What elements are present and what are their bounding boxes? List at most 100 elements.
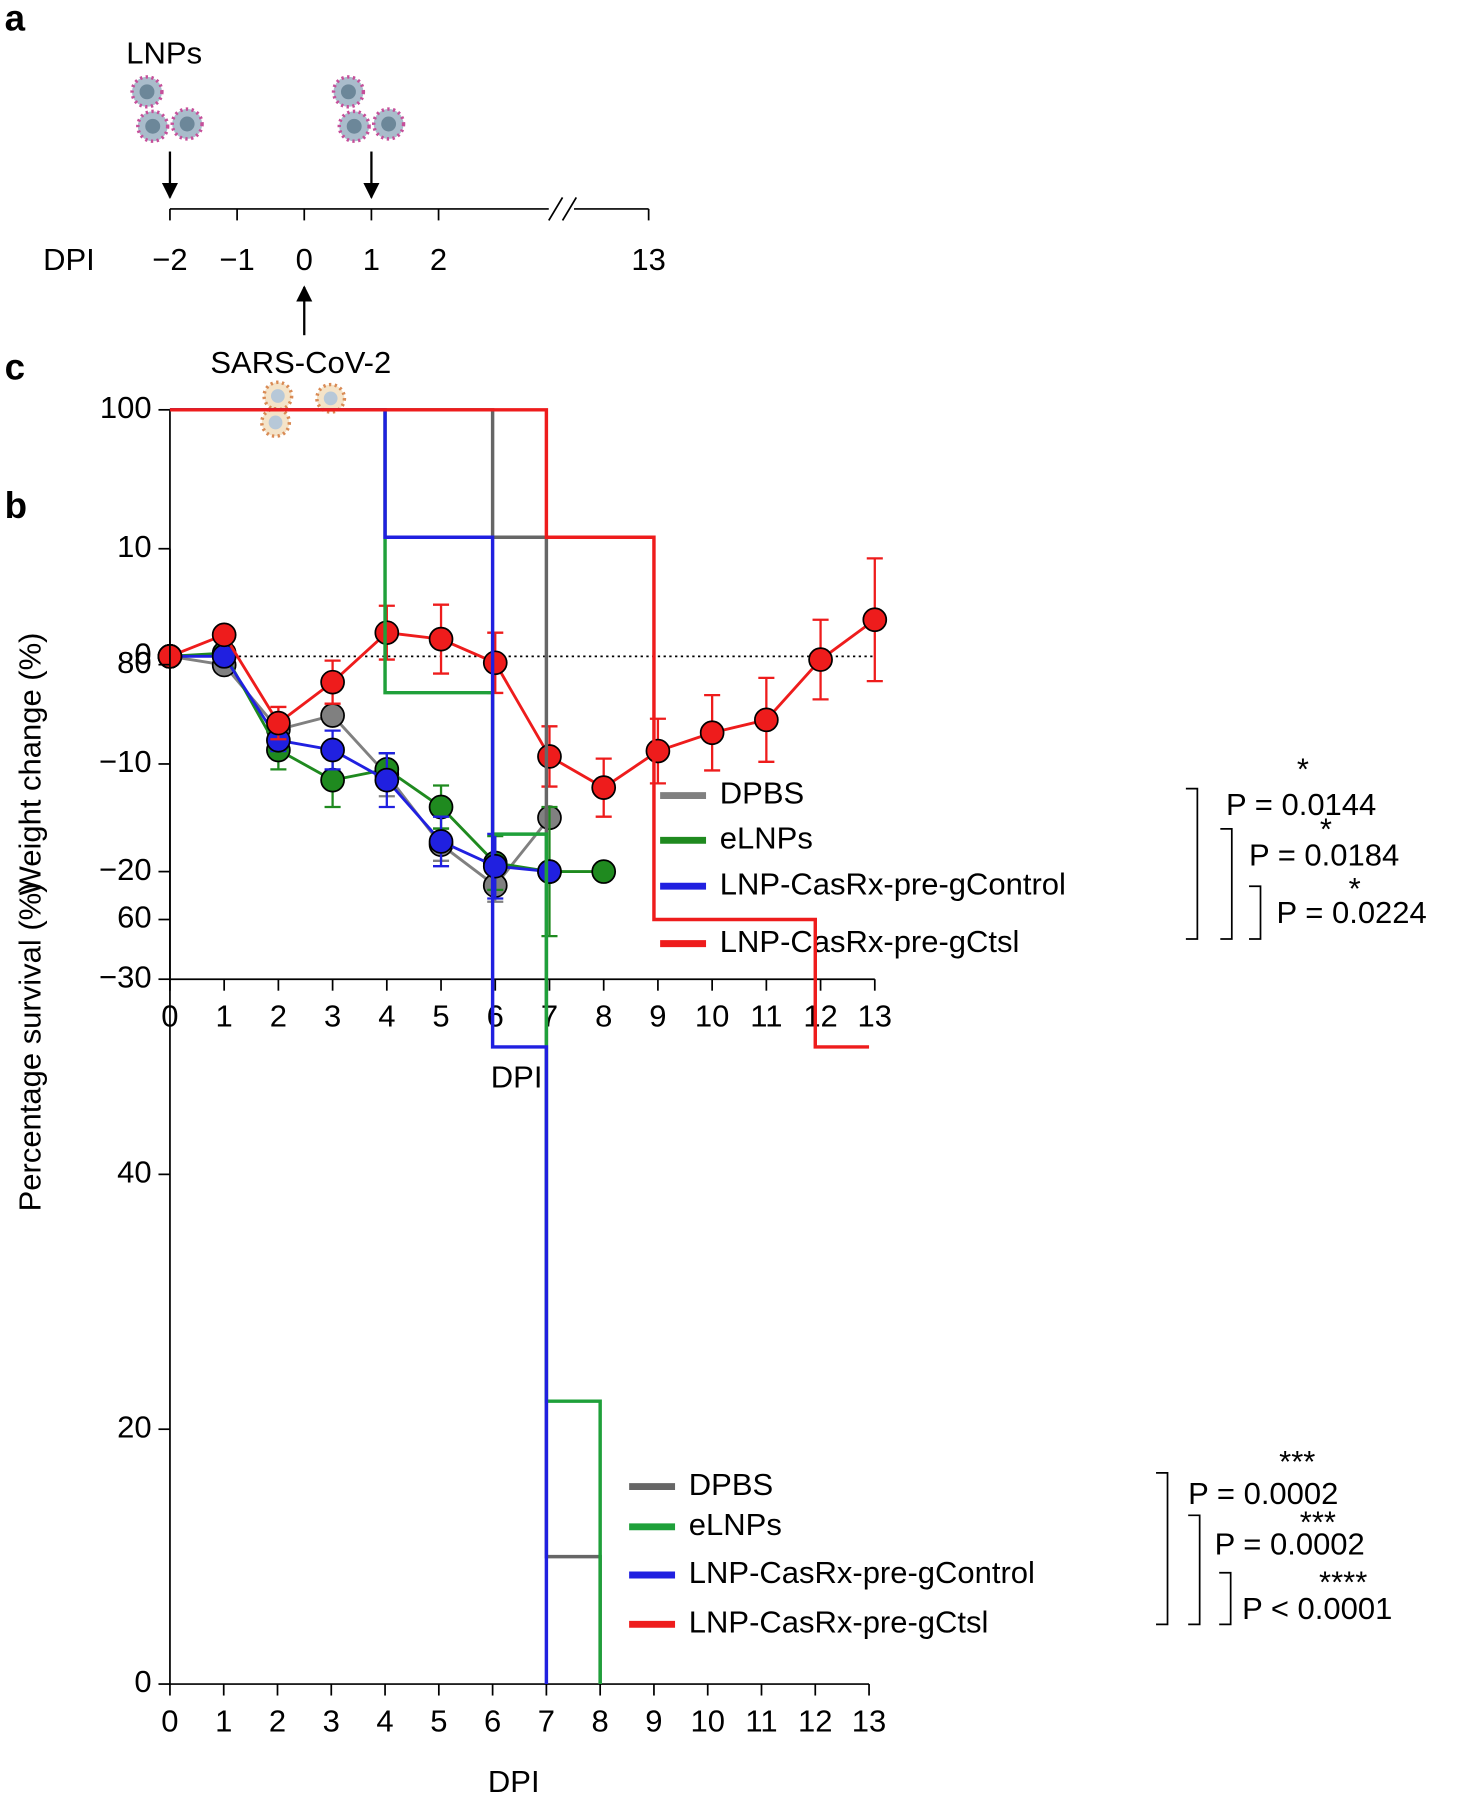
x-tick-label: 1 [216, 998, 233, 1033]
x-tick-label: 6 [487, 998, 504, 1033]
panel-label: a [5, 0, 26, 38]
data-point [808, 647, 833, 672]
panel-label: c [5, 346, 25, 387]
data-point [320, 669, 345, 695]
data-point [591, 859, 617, 884]
x-tick-label: 7 [541, 998, 558, 1033]
legend-label: LNP-CasRx-pre-gControl [689, 1555, 1035, 1590]
significance-stars: * [1349, 871, 1361, 906]
x-tick-label: 10 [695, 998, 729, 1033]
data-point [645, 738, 671, 764]
x-tick-label: 7 [538, 1703, 555, 1738]
y-tick-label: 0 [134, 1664, 151, 1699]
y-tick-label: 100 [100, 390, 152, 425]
significance-stars: *** [1279, 1444, 1315, 1479]
significance-bracket [1188, 1514, 1201, 1626]
x-tick-label: 11 [750, 998, 782, 1033]
x-tick-label: 12 [803, 998, 837, 1033]
x-tick-label: 9 [645, 1703, 662, 1738]
x-tick-label: 13 [852, 1703, 886, 1738]
data-point [699, 720, 725, 746]
data-point [320, 703, 345, 728]
x-axis-label: DPI [491, 1059, 543, 1094]
tick-label: 2 [430, 242, 447, 277]
y-axis-label: Weight change (%) [12, 632, 47, 895]
x-tick-label: 9 [649, 998, 666, 1033]
data-point [266, 710, 291, 736]
x-tick-label: 4 [376, 1703, 393, 1738]
p-value: P = 0.0184 [1249, 838, 1399, 873]
x-tick-label: 12 [798, 1703, 832, 1738]
significance-bracket [1156, 1471, 1169, 1626]
significance-bracket [1249, 885, 1262, 940]
virus-core [346, 118, 362, 134]
virus-core [381, 116, 397, 132]
tick-label: −2 [152, 242, 187, 277]
x-tick-label: 2 [270, 998, 287, 1033]
significance-stars: *** [1300, 1505, 1336, 1540]
data-point [320, 737, 345, 763]
legend-label: DPBS [720, 776, 804, 811]
significance-bracket [1219, 1571, 1232, 1626]
data-point [374, 620, 400, 646]
data-point [211, 622, 237, 648]
data-point [482, 650, 508, 676]
x-tick-label: 8 [592, 1703, 609, 1738]
virus-core [323, 391, 338, 406]
significance-bracket [1185, 787, 1199, 940]
y-tick-label: 20 [117, 1409, 151, 1444]
p-value: P = 0.0224 [1277, 895, 1427, 930]
data-point [591, 775, 617, 800]
y-tick-label: 60 [117, 900, 151, 935]
legend-label: LNP-CasRx-pre-gCtsl [720, 924, 1020, 959]
axis-break [548, 197, 578, 221]
x-tick-label: 4 [378, 998, 395, 1033]
data-point [428, 829, 454, 854]
significance-stars: * [1297, 752, 1309, 787]
significance-stars: **** [1319, 1564, 1367, 1599]
x-tick-label: 3 [324, 998, 341, 1033]
legend-label: eLNPs [720, 820, 813, 855]
x-tick-label: 8 [595, 998, 612, 1033]
x-tick-label: 2 [269, 1703, 286, 1738]
x-tick-label: 11 [745, 1703, 777, 1738]
legend-label: DPBS [689, 1467, 773, 1502]
x-tick-label: 0 [161, 1703, 178, 1738]
data-point [862, 607, 888, 633]
data-point [428, 626, 454, 652]
p-value: P < 0.0001 [1242, 1591, 1392, 1626]
infection-label: SARS-CoV-2 [210, 345, 391, 380]
legend-label: LNP-CasRx-pre-gCtsl [689, 1605, 989, 1640]
tick-label: 13 [631, 242, 665, 277]
x-tick-label: 5 [432, 998, 449, 1033]
legend-label: eLNPs [689, 1507, 782, 1542]
lnps-label: LNPs [126, 35, 202, 70]
tick-label: 1 [363, 242, 380, 277]
x-tick-label: 10 [690, 1703, 724, 1738]
virus-core [268, 415, 283, 430]
data-point [537, 859, 562, 884]
x-tick-label: 3 [323, 1703, 340, 1738]
virus-core [145, 118, 161, 134]
p-value: P = 0.0002 [1215, 1526, 1365, 1561]
y-tick-label: −30 [99, 959, 152, 994]
p-value: P = 0.0002 [1188, 1476, 1338, 1511]
data-point [320, 767, 345, 793]
data-point [482, 853, 508, 879]
survival-curve [169, 408, 549, 1685]
timeline-axis-label: DPI [43, 242, 95, 277]
y-tick-label: 40 [117, 1155, 151, 1190]
virus-core [139, 84, 155, 100]
data-point [374, 767, 400, 793]
y-tick-label: 0 [134, 637, 151, 672]
data-point [428, 794, 454, 820]
virus-core [179, 116, 195, 132]
virus-core [270, 389, 285, 403]
panel-label: b [5, 485, 27, 526]
significance-bracket [1220, 827, 1233, 940]
x-tick-label: 13 [858, 998, 892, 1033]
data-point [754, 707, 779, 733]
y-tick-label: −10 [99, 744, 152, 779]
